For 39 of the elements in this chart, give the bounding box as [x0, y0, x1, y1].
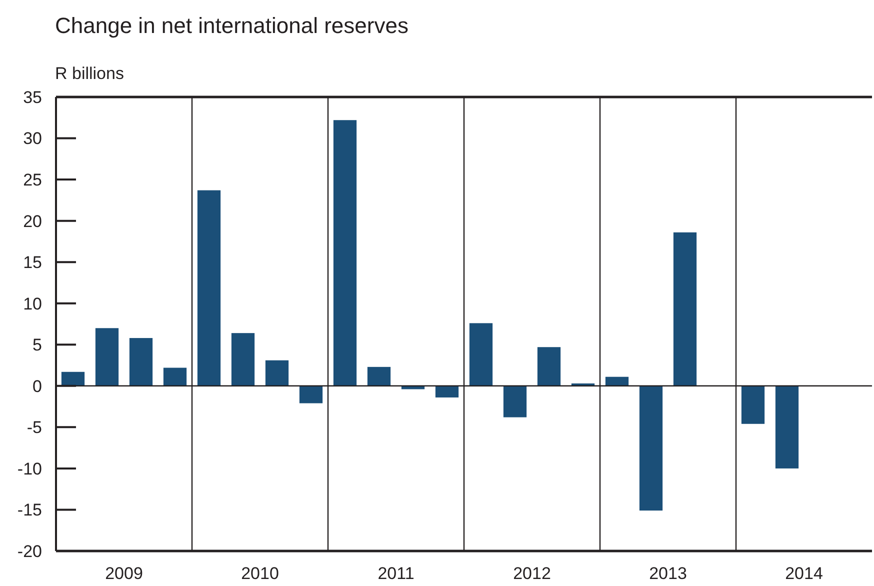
x-tick-label: 2014	[785, 564, 823, 583]
y-axis-title: R billions	[55, 64, 124, 83]
bar	[61, 372, 85, 386]
y-tick-label: 20	[23, 212, 42, 231]
bar	[537, 347, 561, 386]
bar	[435, 386, 459, 398]
x-tick-label: 2010	[241, 564, 279, 583]
bar	[299, 386, 323, 404]
bar	[367, 366, 391, 386]
bar	[197, 190, 221, 386]
bar	[775, 386, 799, 468]
x-tick-label: 2012	[513, 564, 551, 583]
y-tick-label: -15	[17, 500, 42, 520]
bar	[333, 120, 357, 386]
bar	[129, 338, 153, 386]
y-tick-label: -20	[17, 542, 42, 561]
bar	[503, 386, 527, 418]
bar	[741, 386, 765, 424]
bar	[265, 360, 289, 386]
bar	[231, 333, 255, 386]
y-tick-label: 5	[32, 336, 42, 355]
x-tick-label: 2009	[105, 564, 143, 583]
bar	[163, 368, 187, 386]
y-tick-label: 35	[23, 88, 42, 107]
bar	[673, 232, 697, 386]
y-tick-label: -10	[17, 459, 42, 478]
bar	[605, 376, 629, 386]
x-tick-label: 2011	[378, 564, 414, 583]
x-tick-label: 2013	[649, 564, 687, 583]
y-tick-label: -5	[26, 418, 42, 438]
y-tick-label: 0	[32, 376, 42, 396]
bar	[469, 323, 493, 386]
y-tick-label: 10	[23, 294, 42, 314]
y-tick-label: 30	[23, 129, 42, 148]
y-tick-label: 25	[23, 170, 42, 190]
y-tick-label: 15	[23, 253, 42, 272]
bar	[95, 328, 119, 386]
chart-title: Change in net international reserves	[55, 13, 408, 38]
bar	[639, 386, 663, 511]
